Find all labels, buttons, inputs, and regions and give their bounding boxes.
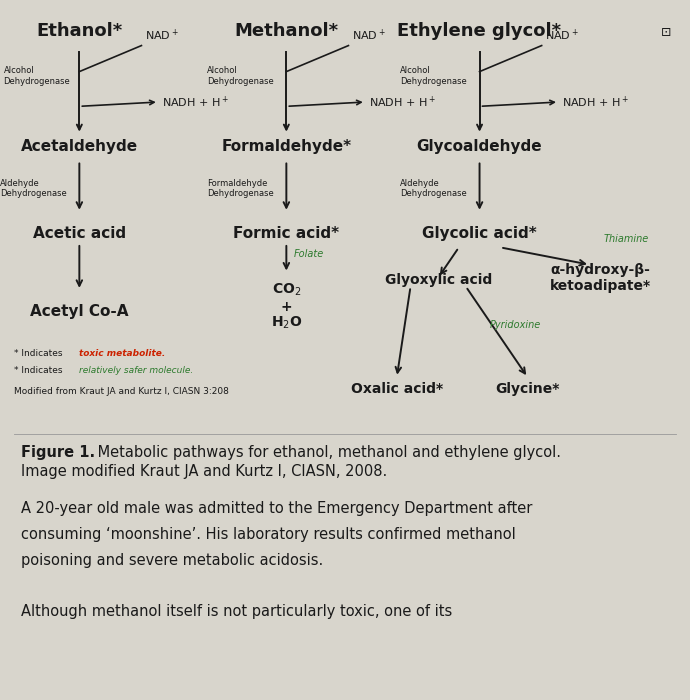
Text: Acetaldehyde: Acetaldehyde [21,139,138,154]
Text: CO$_2$
+
H$_2$O: CO$_2$ + H$_2$O [270,282,302,331]
Text: Acetic acid: Acetic acid [33,225,126,241]
Text: Aldehyde
Dehydrogenase: Aldehyde Dehydrogenase [400,179,467,199]
Text: Glycoaldehyde: Glycoaldehyde [417,139,542,154]
Text: consuming ‘moonshine’. His laboratory results confirmed methanol: consuming ‘moonshine’. His laboratory re… [21,526,515,542]
Text: poisoning and severe metabolic acidosis.: poisoning and severe metabolic acidosis. [21,552,323,568]
Text: NAD$^+$: NAD$^+$ [545,28,579,43]
Text: Glyoxylic acid: Glyoxylic acid [384,274,492,288]
Text: Glycine*: Glycine* [495,382,560,396]
Text: α-hydroxy-β-
ketoadipate*: α-hydroxy-β- ketoadipate* [550,262,651,293]
Text: Thiamine: Thiamine [604,234,649,244]
Text: Aldehyde
Dehydrogenase: Aldehyde Dehydrogenase [0,179,67,199]
Text: Metabolic pathways for ethanol, methanol and ethylene glycol.: Metabolic pathways for ethanol, methanol… [93,444,561,460]
Text: Modified from Kraut JA and Kurtz I, CIASN 3:208: Modified from Kraut JA and Kurtz I, CIAS… [14,387,228,395]
Text: Ethylene glycol*: Ethylene glycol* [397,22,562,40]
Text: * Indicates: * Indicates [14,349,65,358]
Text: Acetyl Co-A: Acetyl Co-A [30,304,128,318]
Text: relatively safer molecule.: relatively safer molecule. [79,366,194,375]
Text: A 20-year old male was admitted to the Emergency Department after: A 20-year old male was admitted to the E… [21,500,532,516]
Text: Ethanol*: Ethanol* [37,22,123,40]
Text: Glycolic acid*: Glycolic acid* [422,225,537,241]
Text: Formaldehyde*: Formaldehyde* [221,139,351,154]
Text: NAD$^+$: NAD$^+$ [145,28,179,43]
Text: NADH + H$^+$: NADH + H$^+$ [562,94,629,110]
Text: Alcohol
Dehydrogenase: Alcohol Dehydrogenase [400,66,467,85]
Text: NADH + H$^+$: NADH + H$^+$ [369,94,436,110]
Text: Alcohol
Dehydrogenase: Alcohol Dehydrogenase [207,66,274,85]
Text: Pyridoxine: Pyridoxine [490,321,541,330]
Text: Formic acid*: Formic acid* [233,225,339,241]
Text: NADH + H$^+$: NADH + H$^+$ [162,94,229,110]
Text: Oxalic acid*: Oxalic acid* [351,382,443,396]
Text: Methanol*: Methanol* [235,22,338,40]
Text: Image modified Kraut JA and Kurtz I, CIASN, 2008.: Image modified Kraut JA and Kurtz I, CIA… [21,464,387,479]
Text: * Indicates: * Indicates [14,366,65,375]
Text: ⊡: ⊡ [660,26,671,39]
Text: toxic metabolite.: toxic metabolite. [79,349,166,358]
Text: Formaldehyde
Dehydrogenase: Formaldehyde Dehydrogenase [207,179,274,199]
Text: Alcohol
Dehydrogenase: Alcohol Dehydrogenase [3,66,70,85]
Text: NAD$^+$: NAD$^+$ [352,28,386,43]
Text: Although methanol itself is not particularly toxic, one of its: Although methanol itself is not particul… [21,605,452,620]
Text: Figure 1.: Figure 1. [21,444,95,460]
Text: Folate: Folate [293,249,324,259]
